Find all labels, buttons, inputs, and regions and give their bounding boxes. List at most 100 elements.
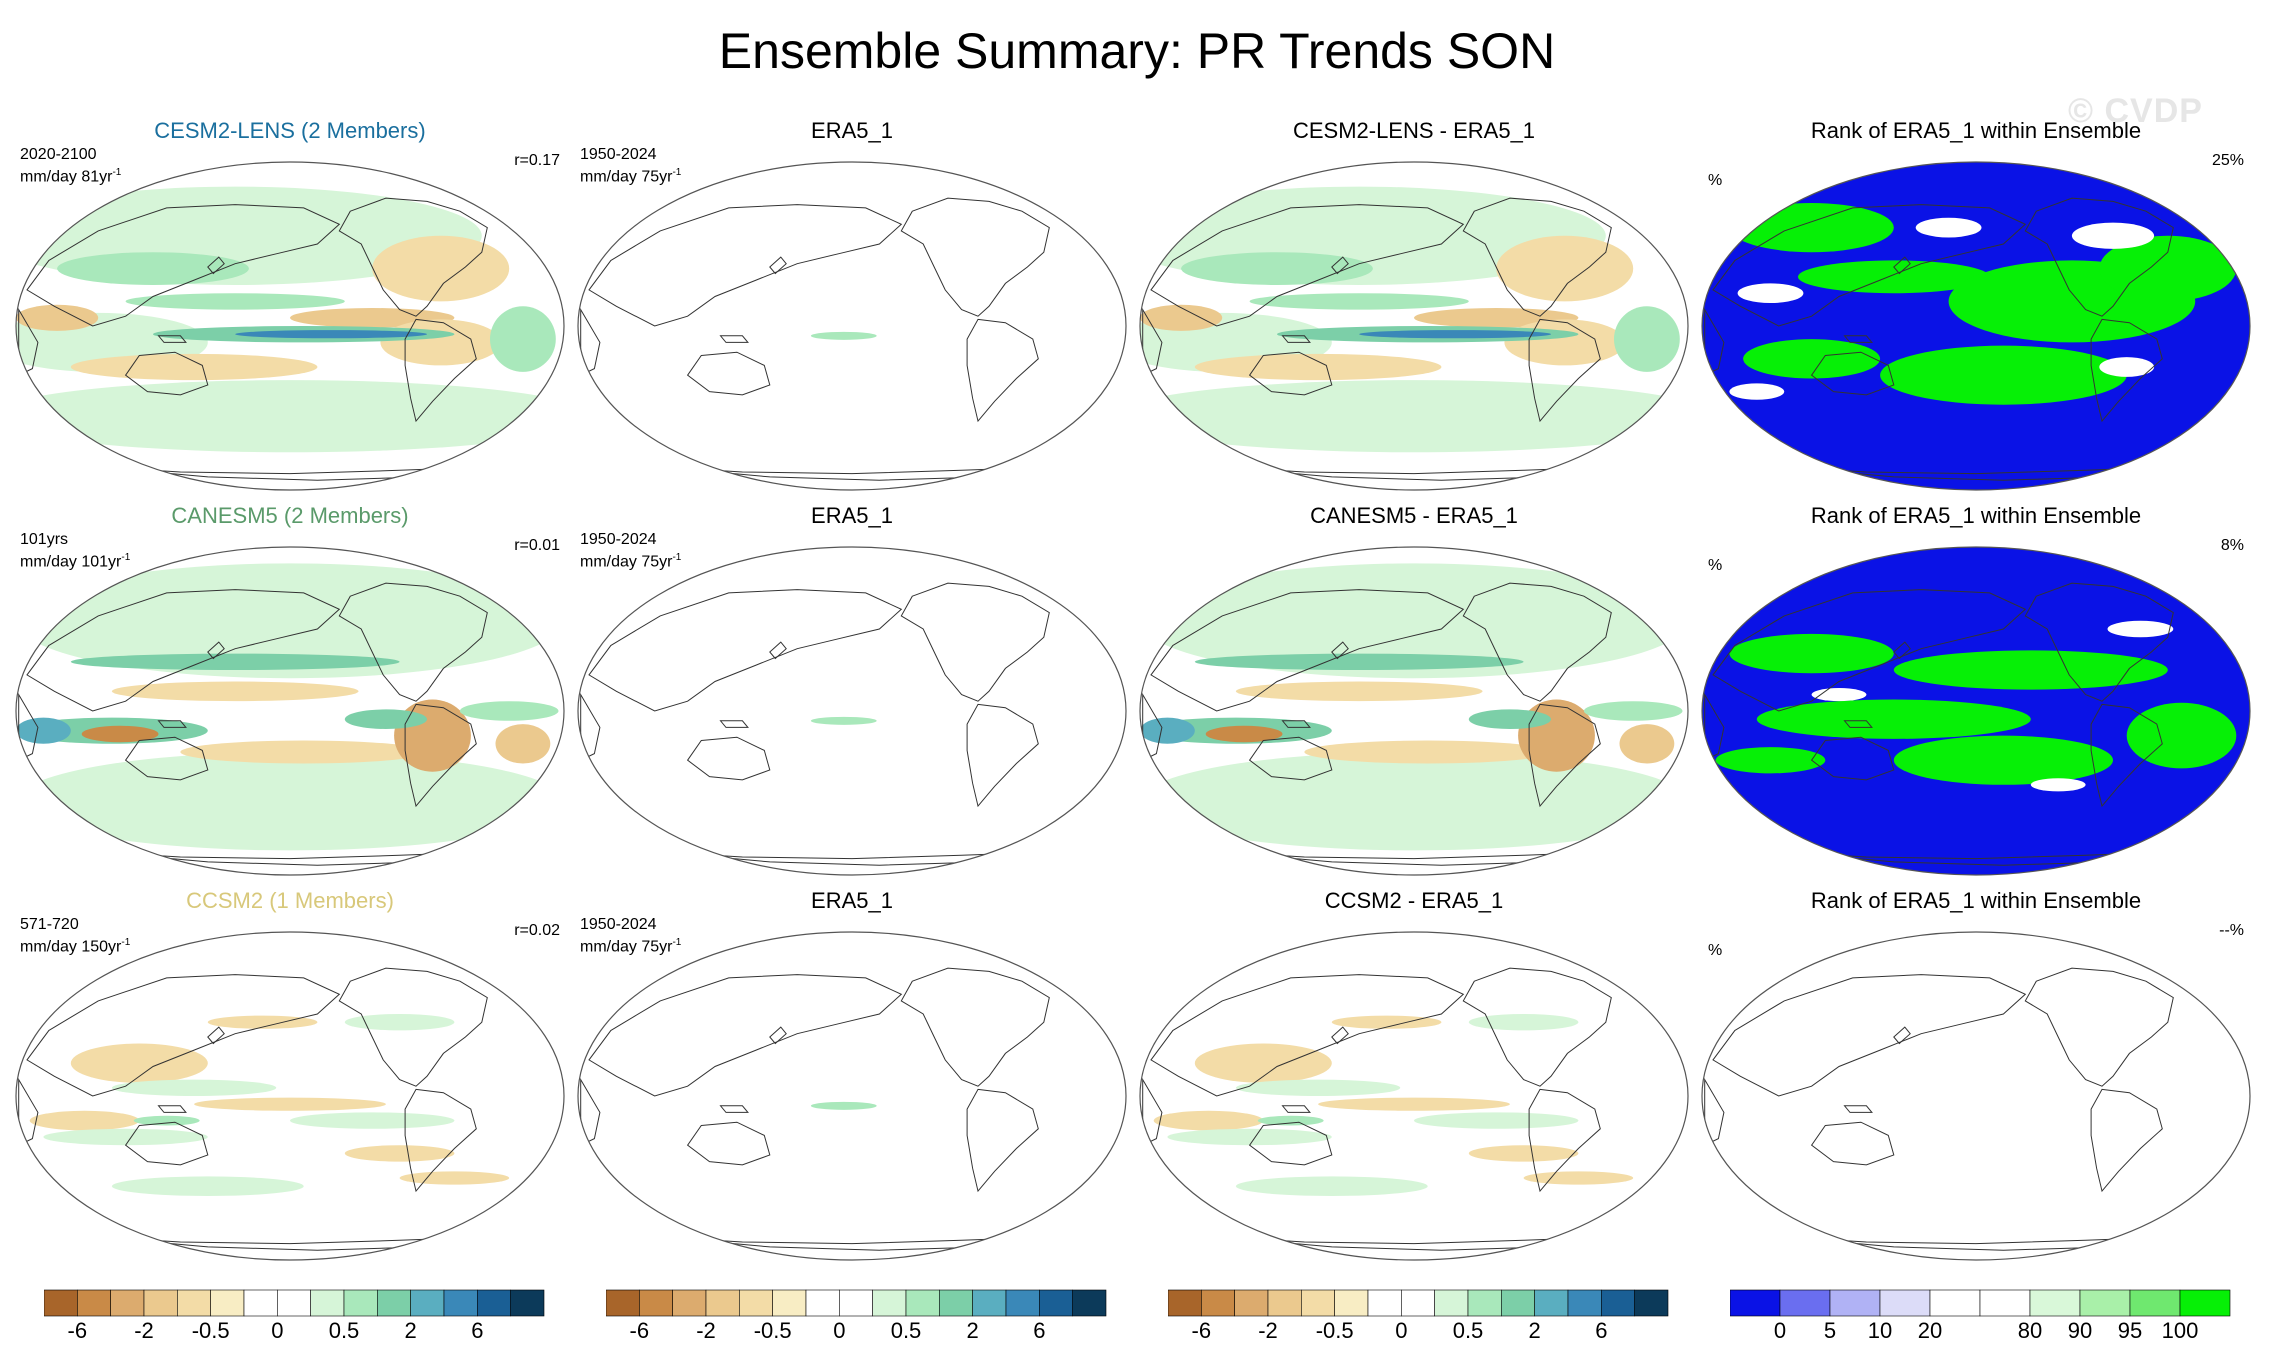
trend-region (111, 681, 359, 702)
trend-region (1518, 699, 1595, 772)
colorbar-label: 90 (2067, 1318, 2093, 1343)
colorbar-swatch (1267, 1289, 1302, 1317)
rank-units: % (1708, 172, 1723, 189)
map-ccsm2-trend (15, 931, 565, 1261)
coastline-northAmerica (338, 582, 488, 702)
map-era5-trend (577, 931, 1127, 1261)
model-units-text: mm/day 81yr (20, 168, 113, 186)
rank-region (1729, 383, 1785, 400)
trend-region (344, 709, 427, 729)
colorbar-label: -0.5 (1315, 1318, 1354, 1343)
colorbar-swatch (1168, 1289, 1202, 1317)
colorbar-swatch (1334, 1289, 1369, 1317)
rank-region (2099, 357, 2155, 377)
coastline-northAmerica (1462, 582, 1612, 702)
trend-region (16, 380, 564, 453)
coastline-asia (588, 589, 903, 712)
panel-obs-row1: ERA5_1 1950-2024 mm/day 75yr-1 (572, 118, 1132, 498)
trend-region (290, 1112, 455, 1129)
obs-units: mm/day 75yr-1 (580, 164, 681, 186)
model-correlation: r=0.17 (514, 152, 560, 169)
obs-units: mm/day 75yr-1 (580, 549, 681, 571)
obs-title: ERA5_1 (811, 503, 893, 528)
trend-region (16, 717, 71, 744)
trend-region (1194, 1043, 1332, 1083)
model-units-text: mm/day 150yr (20, 938, 122, 956)
trend-region (111, 1176, 304, 1196)
coastline-japan (1331, 641, 1349, 660)
colorbar-swatch (1072, 1289, 1107, 1317)
coastline-northAmerica (2024, 582, 2174, 702)
colorbar-swatch (243, 1289, 278, 1317)
coastline-greenland (1616, 575, 1651, 604)
trend-region (1359, 330, 1551, 339)
model-correlation: r=0.02 (514, 922, 560, 939)
coastline-asia (1150, 204, 1465, 327)
coastline-newguinea (1843, 1105, 1873, 1113)
coastline-northAmerica (2024, 967, 2174, 1087)
coastline-japan (769, 1026, 787, 1045)
rank-region (1893, 650, 2168, 690)
trend-region (810, 331, 877, 340)
coastline-newguinea (719, 1105, 749, 1113)
colorbar-rank: 0 5 10 20 80 90 95 100 (1730, 1288, 2274, 1368)
map-cesm2-trend (15, 161, 565, 491)
colorbar-swatch (1234, 1289, 1269, 1317)
trend-region (1318, 1097, 1510, 1111)
colorbar-label: 0.5 (890, 1318, 922, 1343)
trend-region (180, 740, 427, 764)
colorbar-label: -0.5 (191, 1318, 230, 1343)
panel-diff-row3: CCSM2 - ERA5_1 (1134, 888, 1694, 1268)
trend-region (125, 293, 345, 310)
coastline-newguinea (1281, 1105, 1311, 1113)
colorbar-swatch (1779, 1289, 1831, 1317)
coastline-southAmerica (966, 703, 1039, 808)
colorbar-label: -0.5 (753, 1318, 792, 1343)
colorbar-label: 0 (271, 1318, 284, 1343)
trend-region (1140, 563, 1688, 679)
coastline-japan (1893, 256, 1911, 275)
trend-region (1140, 380, 1688, 453)
colorbar-swatch (477, 1289, 511, 1317)
rank-region (1743, 339, 1881, 379)
colorbar-swatch (2179, 1289, 2231, 1317)
panel-model-row2: CANESM5 (2 Members) 101yrs mm/day 101yr-… (10, 503, 570, 883)
coastline-southAmerica (404, 1088, 477, 1193)
coastline-australia (1810, 736, 1895, 781)
coastline-australia (1248, 351, 1333, 396)
colorbar-label: 100 (2161, 1318, 2199, 1343)
coastline-southAmerica (2090, 318, 2163, 423)
colorbar-swatch (1005, 1289, 1040, 1317)
rank-value: --% (2219, 922, 2244, 939)
coastline-japan (1331, 1026, 1349, 1045)
trend-region (1140, 304, 1223, 331)
trend-region (372, 235, 510, 302)
colorbar-label: 6 (1033, 1318, 1046, 1343)
coastline-australia (124, 736, 209, 781)
trend-region (29, 1110, 140, 1131)
colorbar-label: -2 (1258, 1318, 1278, 1343)
colorbar-swatch (1601, 1289, 1635, 1317)
colorbar-swatch (44, 1289, 78, 1317)
colorbar-swatch (872, 1289, 907, 1317)
map-cesm2-rank (1701, 161, 2251, 491)
rank-value: 25% (2211, 152, 2244, 169)
diff-title: CANESM5 - ERA5_1 (1310, 503, 1518, 528)
model-title: CESM2-LENS (2 Members) (154, 118, 426, 143)
coastline-greenland (1616, 190, 1651, 219)
trend-region (1235, 681, 1483, 702)
trend-region (1583, 701, 1683, 721)
coastline-greenland (1054, 190, 1089, 219)
coastline-asia (1712, 974, 2027, 1097)
colorbar-swatch (377, 1289, 411, 1317)
trend-region (1140, 752, 1688, 851)
trend-region (380, 319, 502, 366)
colorbar-swatch (1201, 1289, 1235, 1317)
coastline-japan (769, 641, 787, 660)
trend-region (1181, 252, 1373, 285)
coastline-asia (1150, 974, 1465, 1097)
colorbar-label: 10 (1867, 1318, 1893, 1343)
trend-region (1468, 1014, 1579, 1031)
rank-region (1811, 688, 1867, 702)
coastline-japan (1893, 1026, 1911, 1045)
